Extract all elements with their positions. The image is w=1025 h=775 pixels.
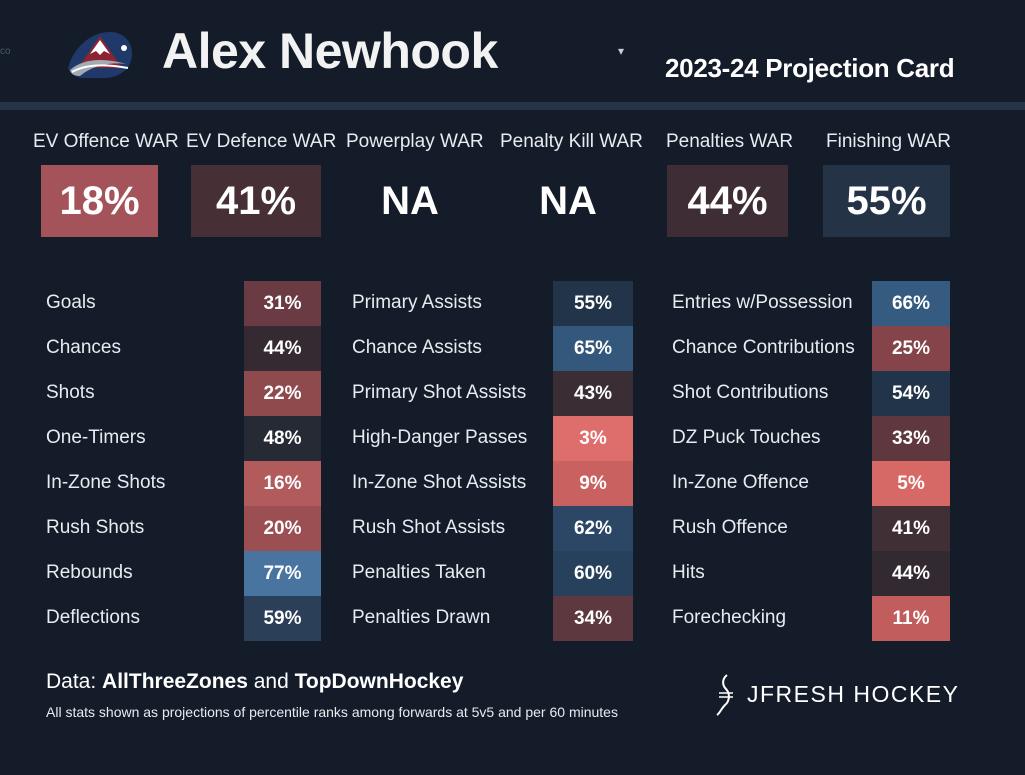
stat-value-chance-contributions: 25%: [872, 326, 950, 371]
stat-label-one-timers: One-Timers: [46, 427, 146, 448]
stat-label-penalties-drawn: Penalties Drawn: [352, 607, 491, 628]
stat-value-dz-puck-touches: 33%: [872, 416, 950, 461]
source-and: and: [247, 670, 295, 693]
stat-value-rush-shot-assists: 62%: [553, 506, 633, 551]
stat-label-deflections: Deflections: [46, 607, 140, 628]
card-title: 2023-24 Projection Card: [665, 53, 955, 83]
war-value-penalty-kill: NA: [539, 178, 597, 223]
stat-label-rush-shot-assists: Rush Shot Assists: [352, 517, 506, 538]
war-label-penalties: Penalties WAR: [666, 131, 794, 152]
stat-label-primary-shot-assists: Primary Shot Assists: [352, 382, 527, 403]
stat-value-entries-w-possession: 66%: [872, 281, 950, 326]
header-divider: [0, 102, 1025, 110]
war-value-ev-defence: 41%: [191, 165, 321, 237]
stat-value-rush-offence: 41%: [872, 506, 950, 551]
stat-value-penalties-taken: 60%: [553, 551, 633, 596]
stat-value-deflections: 59%: [244, 596, 321, 641]
war-value-powerplay: NA: [381, 178, 439, 223]
war-label-powerplay: Powerplay WAR: [346, 131, 484, 152]
stat-value-rebounds: 77%: [244, 551, 321, 596]
stat-label-forechecking: Forechecking: [672, 607, 787, 628]
stat-value-chances: 44%: [244, 326, 321, 371]
team-logo-icon: [68, 32, 132, 78]
war-label-ev-defence: EV Defence WAR: [186, 131, 337, 152]
brand-name: JFRESH HOCKEY: [747, 681, 960, 707]
stat-value-chance-assists: 65%: [553, 326, 633, 371]
stat-label-chance-contributions: Chance Contributions: [672, 337, 855, 358]
dropdown-caret-icon[interactable]: ▾: [618, 44, 625, 58]
stat-label-high-danger-passes: High-Danger Passes: [352, 427, 528, 448]
stat-label-shot-contributions: Shot Contributions: [672, 382, 829, 403]
stat-label-chances: Chances: [46, 337, 121, 358]
stat-value-forechecking: 11%: [872, 596, 950, 641]
stat-label-rebounds: Rebounds: [46, 562, 133, 583]
stat-label-shots: Shots: [46, 382, 95, 403]
war-label-finishing: Finishing WAR: [826, 131, 951, 152]
footnote: All stats shown as projections of percen…: [46, 704, 618, 720]
war-value-finishing: 55%: [823, 165, 950, 237]
stat-value-rush-shots: 20%: [244, 506, 321, 551]
stat-value-one-timers: 48%: [244, 416, 321, 461]
war-value-penalties: 44%: [667, 165, 788, 237]
stat-label-dz-puck-touches: DZ Puck Touches: [672, 427, 821, 448]
stat-value-primary-assists: 55%: [553, 281, 633, 326]
war-value-ev-offence: 18%: [41, 165, 158, 237]
stat-value-shots: 22%: [244, 371, 321, 416]
stat-label-chance-assists: Chance Assists: [352, 337, 482, 358]
stat-label-primary-assists: Primary Assists: [352, 292, 482, 313]
stat-label-in-zone-shots: In-Zone Shots: [46, 472, 166, 493]
stat-value-penalties-drawn: 34%: [553, 596, 633, 641]
stat-label-goals: Goals: [46, 292, 96, 313]
stat-value-in-zone-shots: 16%: [244, 461, 321, 506]
stat-value-hits: 44%: [872, 551, 950, 596]
jfresh-logo-icon: [716, 674, 733, 716]
source-allthreezones: AllThreeZones: [102, 670, 248, 693]
stat-label-hits: Hits: [672, 562, 705, 583]
stat-label-in-zone-offence: In-Zone Offence: [672, 472, 809, 493]
war-label-ev-offence: EV Offence WAR: [33, 131, 179, 152]
data-source-line: Data: AllThreeZones and TopDownHockey: [46, 670, 463, 694]
stat-label-entries-w-possession: Entries w/Possession: [672, 292, 853, 313]
stat-label-rush-shots: Rush Shots: [46, 517, 145, 538]
stat-label-penalties-taken: Penalties Taken: [352, 562, 486, 583]
stat-value-shot-contributions: 54%: [872, 371, 950, 416]
source-topdownhockey: TopDownHockey: [294, 670, 464, 693]
edge-fragment-text: co: [0, 46, 11, 57]
stat-label-in-zone-shot-assists: In-Zone Shot Assists: [352, 472, 527, 493]
stat-value-in-zone-shot-assists: 9%: [553, 461, 633, 506]
header-bar: [0, 0, 1025, 102]
stat-value-high-danger-passes: 3%: [553, 416, 633, 461]
stat-label-rush-offence: Rush Offence: [672, 517, 788, 538]
source-prefix: Data:: [46, 670, 103, 693]
stat-value-goals: 31%: [244, 281, 321, 326]
player-name: Alex Newhook: [162, 23, 498, 79]
war-label-penalty-kill: Penalty Kill WAR: [500, 131, 643, 152]
stat-value-primary-shot-assists: 43%: [553, 371, 633, 416]
stat-value-in-zone-offence: 5%: [872, 461, 950, 506]
